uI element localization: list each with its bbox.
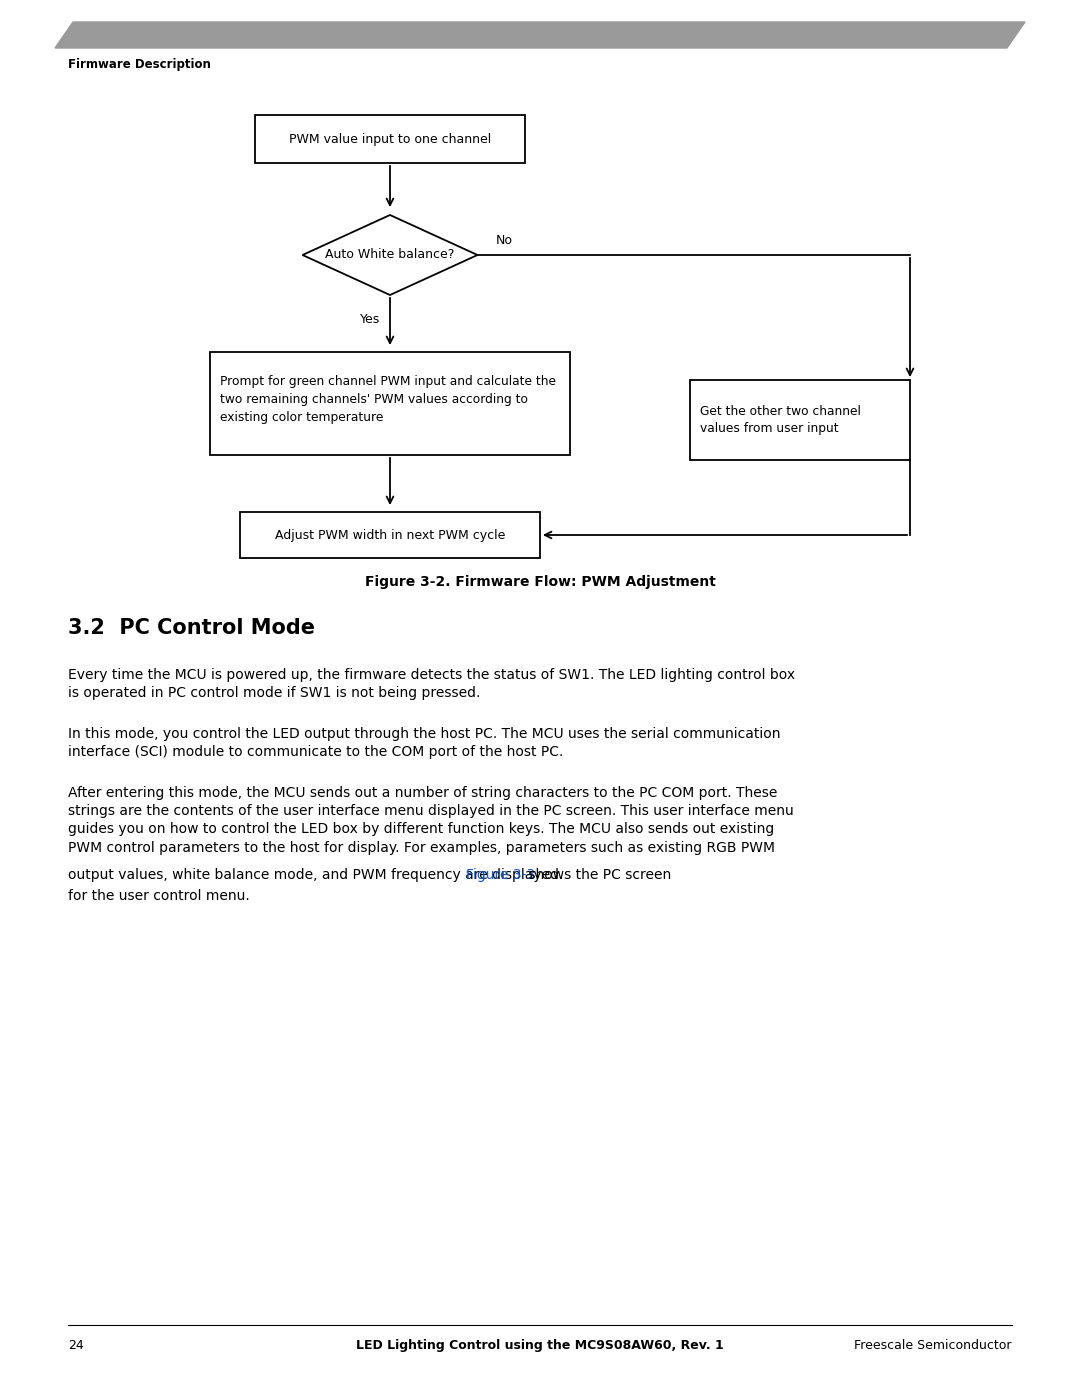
Text: PWM value input to one channel: PWM value input to one channel [288, 133, 491, 145]
Text: Every time the MCU is powered up, the firmware detects the status of SW1. The LE: Every time the MCU is powered up, the fi… [68, 668, 795, 700]
Text: Adjust PWM width in next PWM cycle: Adjust PWM width in next PWM cycle [274, 528, 505, 542]
Text: 3.2  PC Control Mode: 3.2 PC Control Mode [68, 617, 315, 638]
Text: Figure 3-2. Firmware Flow: PWM Adjustment: Figure 3-2. Firmware Flow: PWM Adjustmen… [365, 576, 715, 590]
Text: LED Lighting Control using the MC9S08AW60, Rev. 1: LED Lighting Control using the MC9S08AW6… [356, 1338, 724, 1352]
Text: Prompt for green channel PWM input and calculate the
two remaining channels' PWM: Prompt for green channel PWM input and c… [220, 376, 556, 423]
Polygon shape [55, 22, 1025, 47]
Text: Freescale Semiconductor: Freescale Semiconductor [854, 1338, 1012, 1352]
Text: Yes: Yes [360, 313, 380, 326]
Text: Firmware Description: Firmware Description [68, 59, 211, 71]
Text: output values, white balance mode, and PWM frequency are displayed.: output values, white balance mode, and P… [68, 868, 568, 882]
Text: After entering this mode, the MCU sends out a number of string characters to the: After entering this mode, the MCU sends … [68, 787, 794, 855]
Polygon shape [302, 215, 477, 295]
Text: Figure 3-3: Figure 3-3 [465, 868, 535, 882]
Bar [210, 352, 570, 455]
Text: for the user control menu.: for the user control menu. [68, 888, 249, 902]
Text: shows the PC screen: shows the PC screen [524, 868, 672, 882]
Bar [690, 380, 910, 460]
Text: 24: 24 [68, 1338, 84, 1352]
Text: No: No [496, 235, 513, 247]
Bar [255, 115, 525, 163]
Bar [240, 511, 540, 557]
Text: Auto White balance?: Auto White balance? [325, 249, 455, 261]
Text: In this mode, you control the LED output through the host PC. The MCU uses the s: In this mode, you control the LED output… [68, 726, 781, 759]
Text: Get the other two channel
values from user input: Get the other two channel values from us… [700, 405, 861, 436]
